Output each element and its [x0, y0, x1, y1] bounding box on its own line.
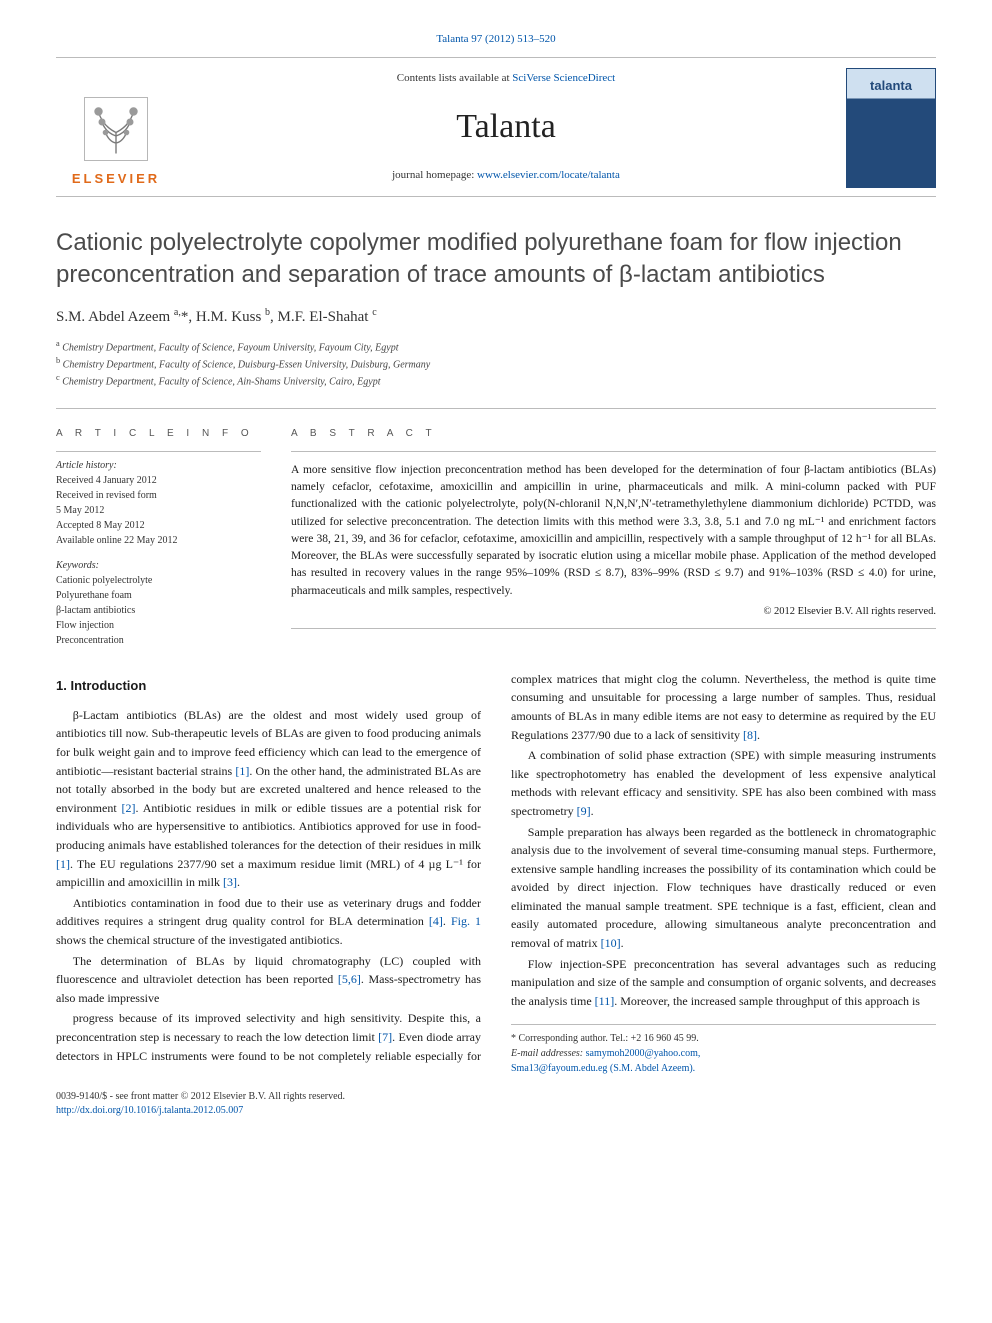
info-abstract-row: A R T I C L E I N F O Article history: R… [56, 408, 936, 648]
journal-title: Talanta [456, 103, 556, 151]
top-citation-link[interactable]: Talanta 97 (2012) 513–520 [436, 33, 555, 45]
journal-cover-thumbnail: talanta [846, 68, 936, 188]
contents-available-line: Contents lists available at SciVerse Sci… [397, 71, 615, 86]
citation-link[interactable]: [4] [429, 914, 443, 928]
affiliations: a Chemistry Department, Faculty of Scien… [56, 338, 936, 390]
corresponding-author: * Corresponding author. Tel.: +2 16 960 … [511, 1031, 936, 1046]
publisher-name: ELSEVIER [72, 170, 160, 188]
affiliation-line: c Chemistry Department, Faculty of Scien… [56, 372, 936, 389]
citation-link[interactable]: [1] [235, 764, 249, 778]
body-paragraph: A combination of solid phase extraction … [511, 746, 936, 820]
author-email-link-2[interactable]: Sma13@fayoum.edu.eg (S.M. Abdel Azeem). [511, 1063, 695, 1074]
author-email-link-1[interactable]: samymoh2000@yahoo.com, [586, 1048, 701, 1059]
citation-link[interactable]: [11] [595, 994, 615, 1008]
citation-link[interactable]: Fig. 1 [451, 914, 481, 928]
front-matter-line: 0039-9140/$ - see front matter © 2012 El… [56, 1090, 936, 1104]
contents-prefix: Contents lists available at [397, 72, 512, 84]
body-paragraph: Sample preparation has always been regar… [511, 823, 936, 953]
keyword-line: Flow injection [56, 618, 261, 633]
keyword-line: Polyurethane foam [56, 588, 261, 603]
body-paragraph: β-Lactam antibiotics (BLAs) are the olde… [56, 706, 481, 892]
doi-link[interactable]: http://dx.doi.org/10.1016/j.talanta.2012… [56, 1105, 243, 1116]
body-paragraph: Antibiotics contamination in food due to… [56, 894, 481, 950]
history-title: Article history: [56, 458, 261, 473]
email-label: E-mail addresses: [511, 1048, 583, 1059]
journal-homepage-line: journal homepage: www.elsevier.com/locat… [392, 168, 620, 183]
citation-link[interactable]: [5,6] [338, 972, 361, 986]
keywords-block: Keywords: Cationic polyelectrolytePolyur… [56, 558, 261, 648]
top-citation: Talanta 97 (2012) 513–520 [56, 32, 936, 47]
homepage-prefix: journal homepage: [392, 169, 477, 181]
citation-link[interactable]: [3] [223, 875, 237, 889]
masthead: ELSEVIER Contents lists available at Sci… [56, 57, 936, 197]
abstract-text: A more sensitive flow injection preconce… [291, 464, 936, 597]
history-line: 5 May 2012 [56, 503, 261, 518]
masthead-center: Contents lists available at SciVerse Sci… [176, 58, 836, 196]
keywords-title: Keywords: [56, 558, 261, 573]
affiliation-line: a Chemistry Department, Faculty of Scien… [56, 338, 936, 355]
article-history-block: Article history: Received 4 January 2012… [56, 451, 261, 548]
citation-link[interactable]: [2] [122, 801, 136, 815]
article-info-label: A R T I C L E I N F O [56, 427, 261, 441]
history-line: Received in revised form [56, 488, 261, 503]
bottom-meta: 0039-9140/$ - see front matter © 2012 El… [56, 1090, 936, 1118]
journal-cover: talanta [836, 58, 936, 196]
article-title: Cationic polyelectrolyte copolymer modif… [56, 227, 936, 289]
body-paragraph: The determination of BLAs by liquid chro… [56, 952, 481, 1008]
article-info-column: A R T I C L E I N F O Article history: R… [56, 427, 261, 648]
sciencedirect-link[interactable]: SciVerse ScienceDirect [512, 72, 615, 84]
abstract-column: A B S T R A C T A more sensitive flow in… [291, 427, 936, 648]
section-heading-introduction: 1. Introduction [56, 676, 481, 696]
authors-line: S.M. Abdel Azeem a,*, H.M. Kuss b, M.F. … [56, 306, 936, 328]
abstract-copyright: © 2012 Elsevier B.V. All rights reserved… [291, 604, 936, 620]
history-line: Available online 22 May 2012 [56, 533, 261, 548]
keyword-line: Preconcentration [56, 633, 261, 648]
history-line: Received 4 January 2012 [56, 473, 261, 488]
article-body: 1. Introduction β-Lactam antibiotics (BL… [56, 670, 936, 1077]
abstract-body: A more sensitive flow injection preconce… [291, 451, 936, 629]
elsevier-tree-icon [81, 94, 151, 164]
keyword-line: β-lactam antibiotics [56, 603, 261, 618]
publisher-logo: ELSEVIER [56, 58, 176, 196]
affiliation-line: b Chemistry Department, Faculty of Scien… [56, 355, 936, 372]
abstract-label: A B S T R A C T [291, 427, 936, 441]
body-paragraph: Flow injection-SPE preconcentration has … [511, 955, 936, 1011]
citation-link[interactable]: [8] [743, 728, 757, 742]
citation-link[interactable]: [10] [601, 936, 621, 950]
citation-link[interactable]: [9] [577, 804, 591, 818]
citation-link[interactable]: [7] [378, 1030, 392, 1044]
citation-link[interactable]: [1] [56, 857, 70, 871]
keyword-line: Cationic polyelectrolyte [56, 573, 261, 588]
history-line: Accepted 8 May 2012 [56, 518, 261, 533]
journal-homepage-link[interactable]: www.elsevier.com/locate/talanta [477, 169, 620, 181]
cover-title: talanta [847, 77, 935, 95]
footnotes: * Corresponding author. Tel.: +2 16 960 … [511, 1024, 936, 1076]
